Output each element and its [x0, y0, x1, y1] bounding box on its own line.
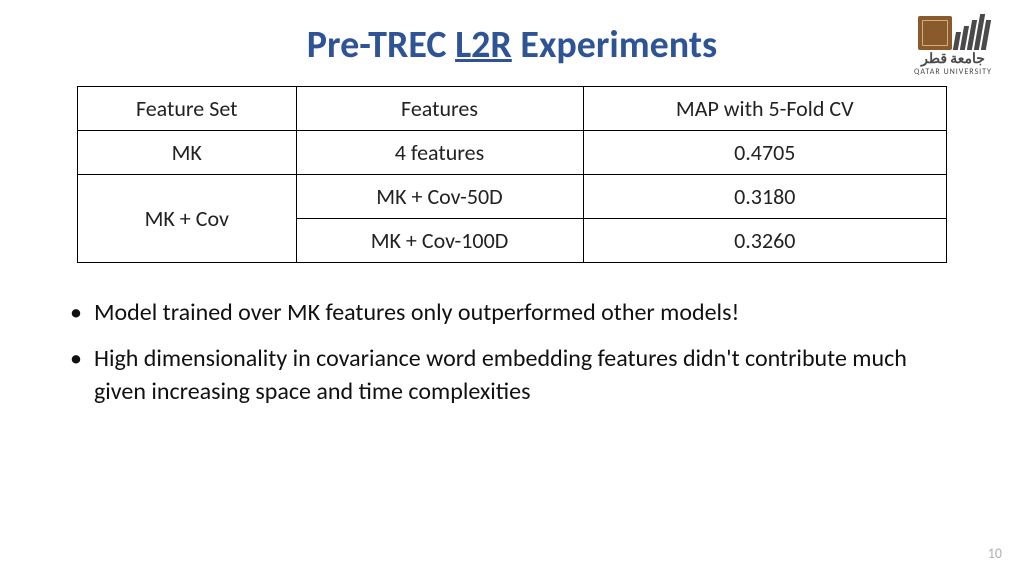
table-header-row: Feature Set Features MAP with 5-Fold CV [78, 87, 947, 131]
cell-features: MK + Cov-50D [296, 175, 583, 219]
title-post: Experiments [512, 22, 717, 68]
bullet-item: Model trained over MK features only outp… [64, 297, 960, 329]
logo-bars-icon [952, 14, 991, 50]
table-row: MK 4 features 0.4705 [78, 131, 947, 175]
cell-feature-set: MK [78, 131, 297, 175]
title-pre: Pre-TREC [307, 22, 455, 68]
cell-feature-set: MK + Cov [78, 175, 297, 263]
col-feature-set: Feature Set [78, 87, 297, 131]
col-features: Features [296, 87, 583, 131]
logo-text-english: QATAR UNIVERSITY [908, 67, 998, 77]
logo-medallion-icon [918, 16, 952, 50]
cell-map: 0.3260 [583, 219, 947, 263]
university-logo: جامعة قطر QATAR UNIVERSITY [908, 14, 998, 77]
bullet-list: Model trained over MK features only outp… [60, 297, 964, 408]
cell-map: 0.4705 [583, 131, 947, 175]
cell-features: 4 features [296, 131, 583, 175]
logo-graphic [908, 14, 998, 50]
slide-title: Pre-TREC L2R Experiments [60, 22, 964, 68]
title-underlined: L2R [455, 22, 512, 68]
page-number: 10 [988, 545, 1002, 562]
table-row: MK + Cov MK + Cov-50D 0.3180 [78, 175, 947, 219]
bullet-item: High dimensionality in covariance word e… [64, 343, 960, 408]
results-table: Feature Set Features MAP with 5-Fold CV … [77, 86, 947, 263]
logo-text-arabic: جامعة قطر [908, 52, 998, 66]
slide: جامعة قطر QATAR UNIVERSITY Pre-TREC L2R … [0, 0, 1024, 576]
cell-features: MK + Cov-100D [296, 219, 583, 263]
col-map: MAP with 5-Fold CV [583, 87, 947, 131]
cell-map: 0.3180 [583, 175, 947, 219]
